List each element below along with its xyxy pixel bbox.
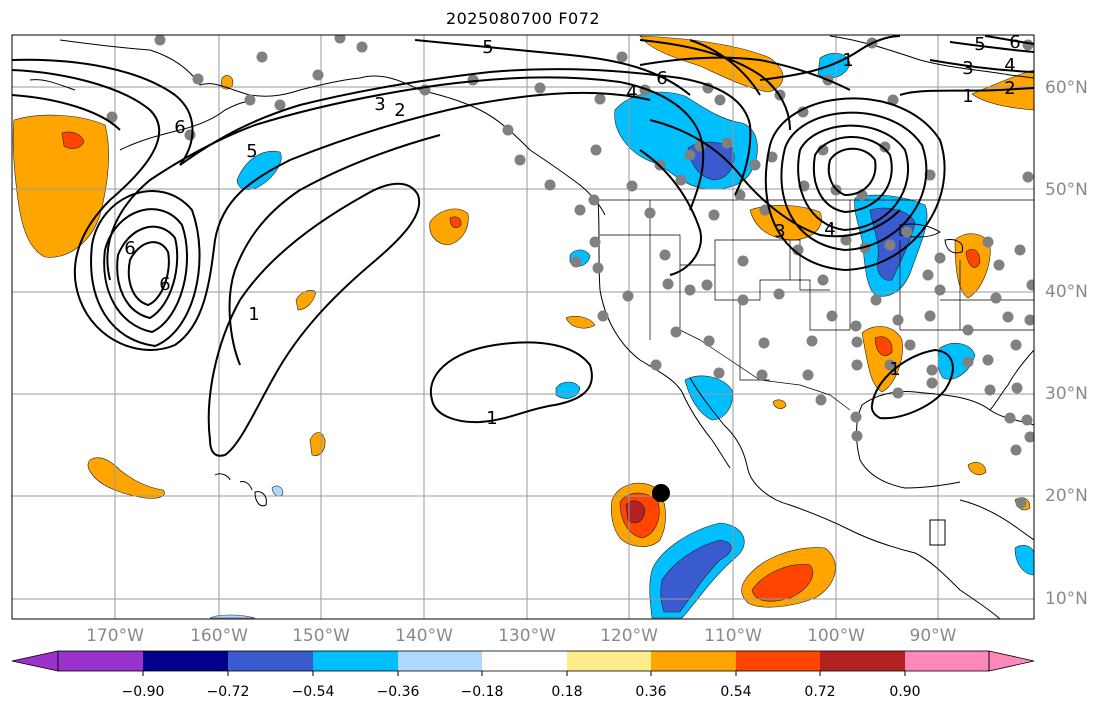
contour-label: 1 (889, 359, 900, 380)
anomaly-shading (12, 35, 1034, 619)
colorbar-swatch (398, 651, 482, 671)
colorbar-tick-label: 0.18 (551, 684, 583, 700)
colorbar-swatch (143, 651, 228, 671)
longitude-label: 120°W (600, 626, 658, 646)
contour-label: 3 (374, 94, 385, 115)
contour-label: 1 (842, 50, 853, 71)
contour-label: 5 (974, 34, 985, 55)
graticule (12, 35, 1034, 619)
colorbar-extend-high (988, 650, 1035, 672)
contour-label: 6 (159, 274, 170, 295)
colorbar-swatch (313, 651, 398, 671)
colorbar-swatch (905, 651, 989, 671)
colorbar-extend-low (11, 650, 59, 672)
latitude-label: 40°N (1045, 282, 1088, 302)
longitude-label: 100°W (807, 626, 865, 646)
contour-label: 5 (246, 141, 257, 162)
colorbar-tick-label: −0.18 (460, 684, 504, 700)
map-background (12, 35, 1034, 619)
contour-label: 6 (656, 68, 667, 89)
political-borders (598, 199, 1034, 411)
colorbar (11, 650, 1035, 676)
colorbar-swatch (736, 651, 820, 671)
contour-label: 4 (626, 82, 637, 103)
contour-label: 6 (124, 238, 135, 259)
colorbar-tick-label: 0.72 (804, 684, 836, 700)
colorbar-tick-label: −0.72 (206, 684, 250, 700)
longitude-label: 110°W (704, 626, 762, 646)
contour-label: 2 (394, 100, 405, 121)
contour-label: 4 (824, 219, 835, 240)
longitude-label: 150°W (292, 626, 350, 646)
colorbar-swatch (651, 651, 736, 671)
contour-label: 6 (1009, 32, 1020, 53)
longitude-label: 90°W (909, 626, 957, 646)
map-frame (11, 34, 1035, 620)
latitude-label: 30°N (1045, 384, 1088, 404)
colorbar-tick-label: 0.54 (720, 684, 752, 700)
latitude-label: 10°N (1045, 589, 1088, 609)
colorbar-tick-label: −0.36 (376, 684, 420, 700)
latitude-label: 20°N (1045, 486, 1088, 506)
colorbar-swatch (482, 651, 567, 671)
colorbar-swatch (58, 651, 143, 671)
colorbar-swatch (567, 651, 651, 671)
colorbar-tick-label: 0.90 (889, 684, 921, 700)
longitude-label: 140°W (395, 626, 453, 646)
longitude-label: 170°W (86, 626, 144, 646)
coastlines (29, 35, 1034, 619)
station-markers (106, 35, 1034, 509)
colorbar-tick-label: −0.90 (121, 684, 165, 700)
contour-label: 2 (1004, 78, 1015, 99)
colorbar-swatch (228, 651, 313, 671)
colorbar-swatch (820, 651, 905, 671)
contour-label: 1 (248, 304, 259, 325)
contour-label: 3 (774, 221, 785, 242)
contour-label: 5 (482, 37, 493, 58)
contour-label: 3 (962, 58, 973, 79)
contour-label: 1 (962, 86, 973, 107)
contour-label: 4 (1004, 55, 1015, 76)
storm-center-marker (652, 484, 670, 502)
contour-labels: 5 6 4 3 2 6 5 6 6 1 1 1 3 4 1 5 6 4 3 2 … (124, 32, 1020, 429)
colorbar-tick-label: 0.36 (635, 684, 667, 700)
contour-label: 1 (486, 408, 497, 429)
contour-lines (12, 35, 1034, 457)
longitude-label: 130°W (498, 626, 556, 646)
latitude-label: 50°N (1045, 180, 1088, 200)
contour-label: 6 (174, 117, 185, 138)
longitude-label: 160°W (190, 626, 248, 646)
map-title: 2025080700 F072 (445, 9, 601, 28)
colorbar-tick-label: −0.54 (291, 684, 335, 700)
latitude-label: 60°N (1045, 78, 1088, 98)
